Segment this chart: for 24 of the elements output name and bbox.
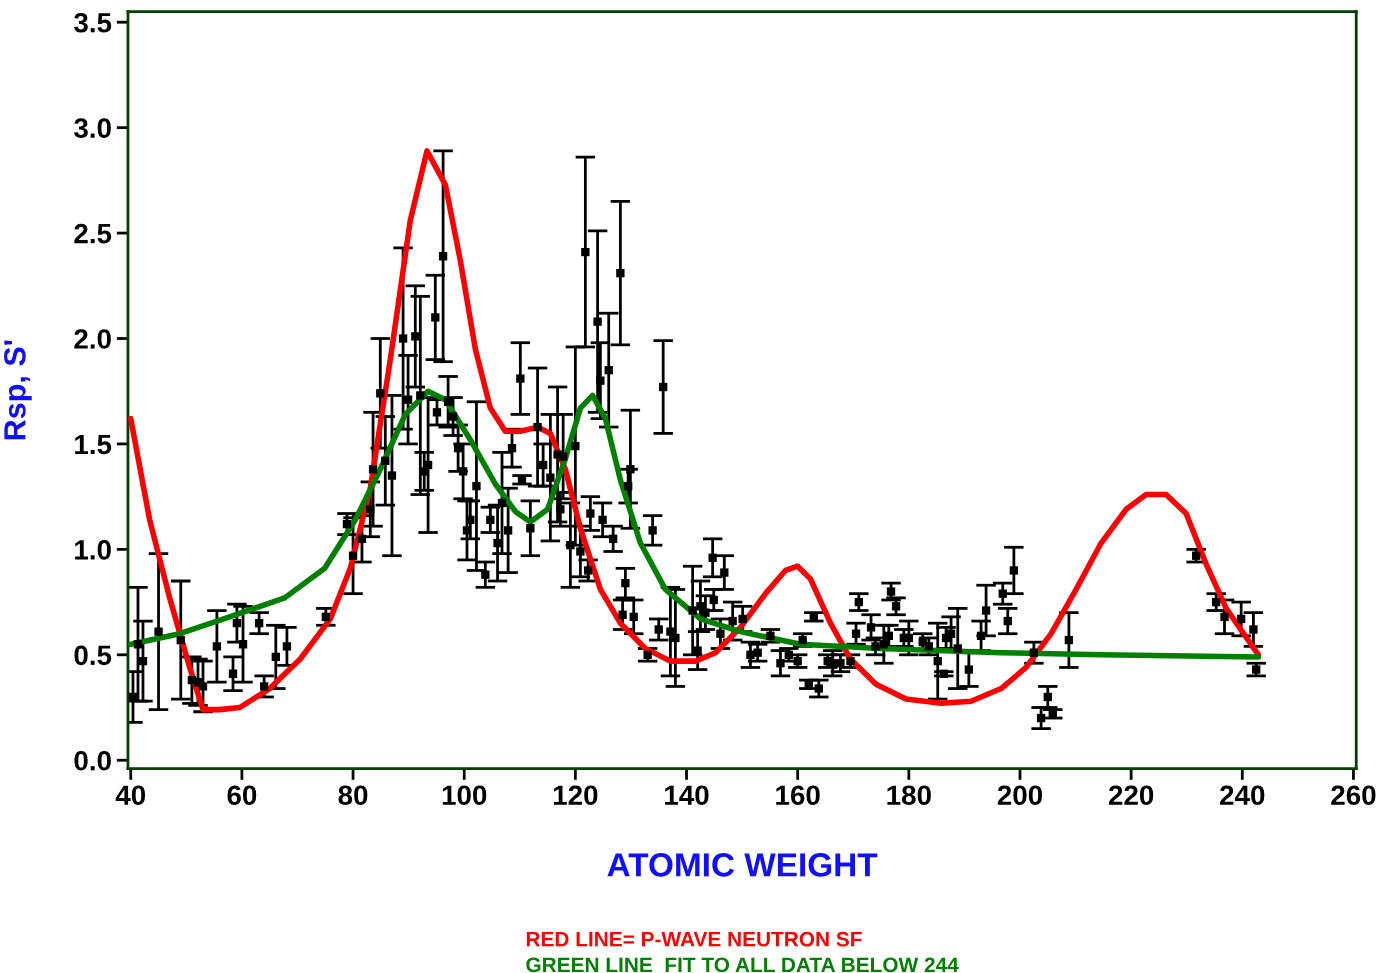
x-tick-label: 140 [665,785,709,806]
x-tick-label: 160 [776,785,820,806]
x-tick-label: 80 [338,785,368,806]
x-tick-label: 220 [1108,785,1154,806]
text: RED LINE= P-WAVE NEUTRON SF [526,931,862,947]
y-tick-label: 3.0 [74,118,111,139]
y-tick-label: 1.5 [75,434,112,455]
x-tick-label: 100 [442,785,487,806]
text: GREEN LINE FIT TO ALL DATA BELOW 244 [526,957,959,973]
x-tick-label: 240 [1220,785,1265,806]
y-tick-label: 0.0 [74,750,111,771]
y-tick-label: 1.0 [75,540,111,560]
x-tick-label: 60 [227,785,257,806]
x-tick-label: 120 [553,785,598,806]
x-tick-label: 260 [1331,785,1376,806]
y-tick-label: 2.0 [74,329,111,349]
x-tick-label: 200 [997,785,1043,806]
y-tick-label: 3.5 [74,12,112,33]
x-axis-title: ATOMIC WEIGHT [607,853,878,877]
x-tick-label: 40 [115,785,146,806]
y-tick-label: 0.5 [74,645,112,666]
x-tick-label: 180 [887,785,931,806]
y-tick-label: 2.5 [74,223,112,244]
y-axis-title: Rsp, S' [4,340,32,440]
